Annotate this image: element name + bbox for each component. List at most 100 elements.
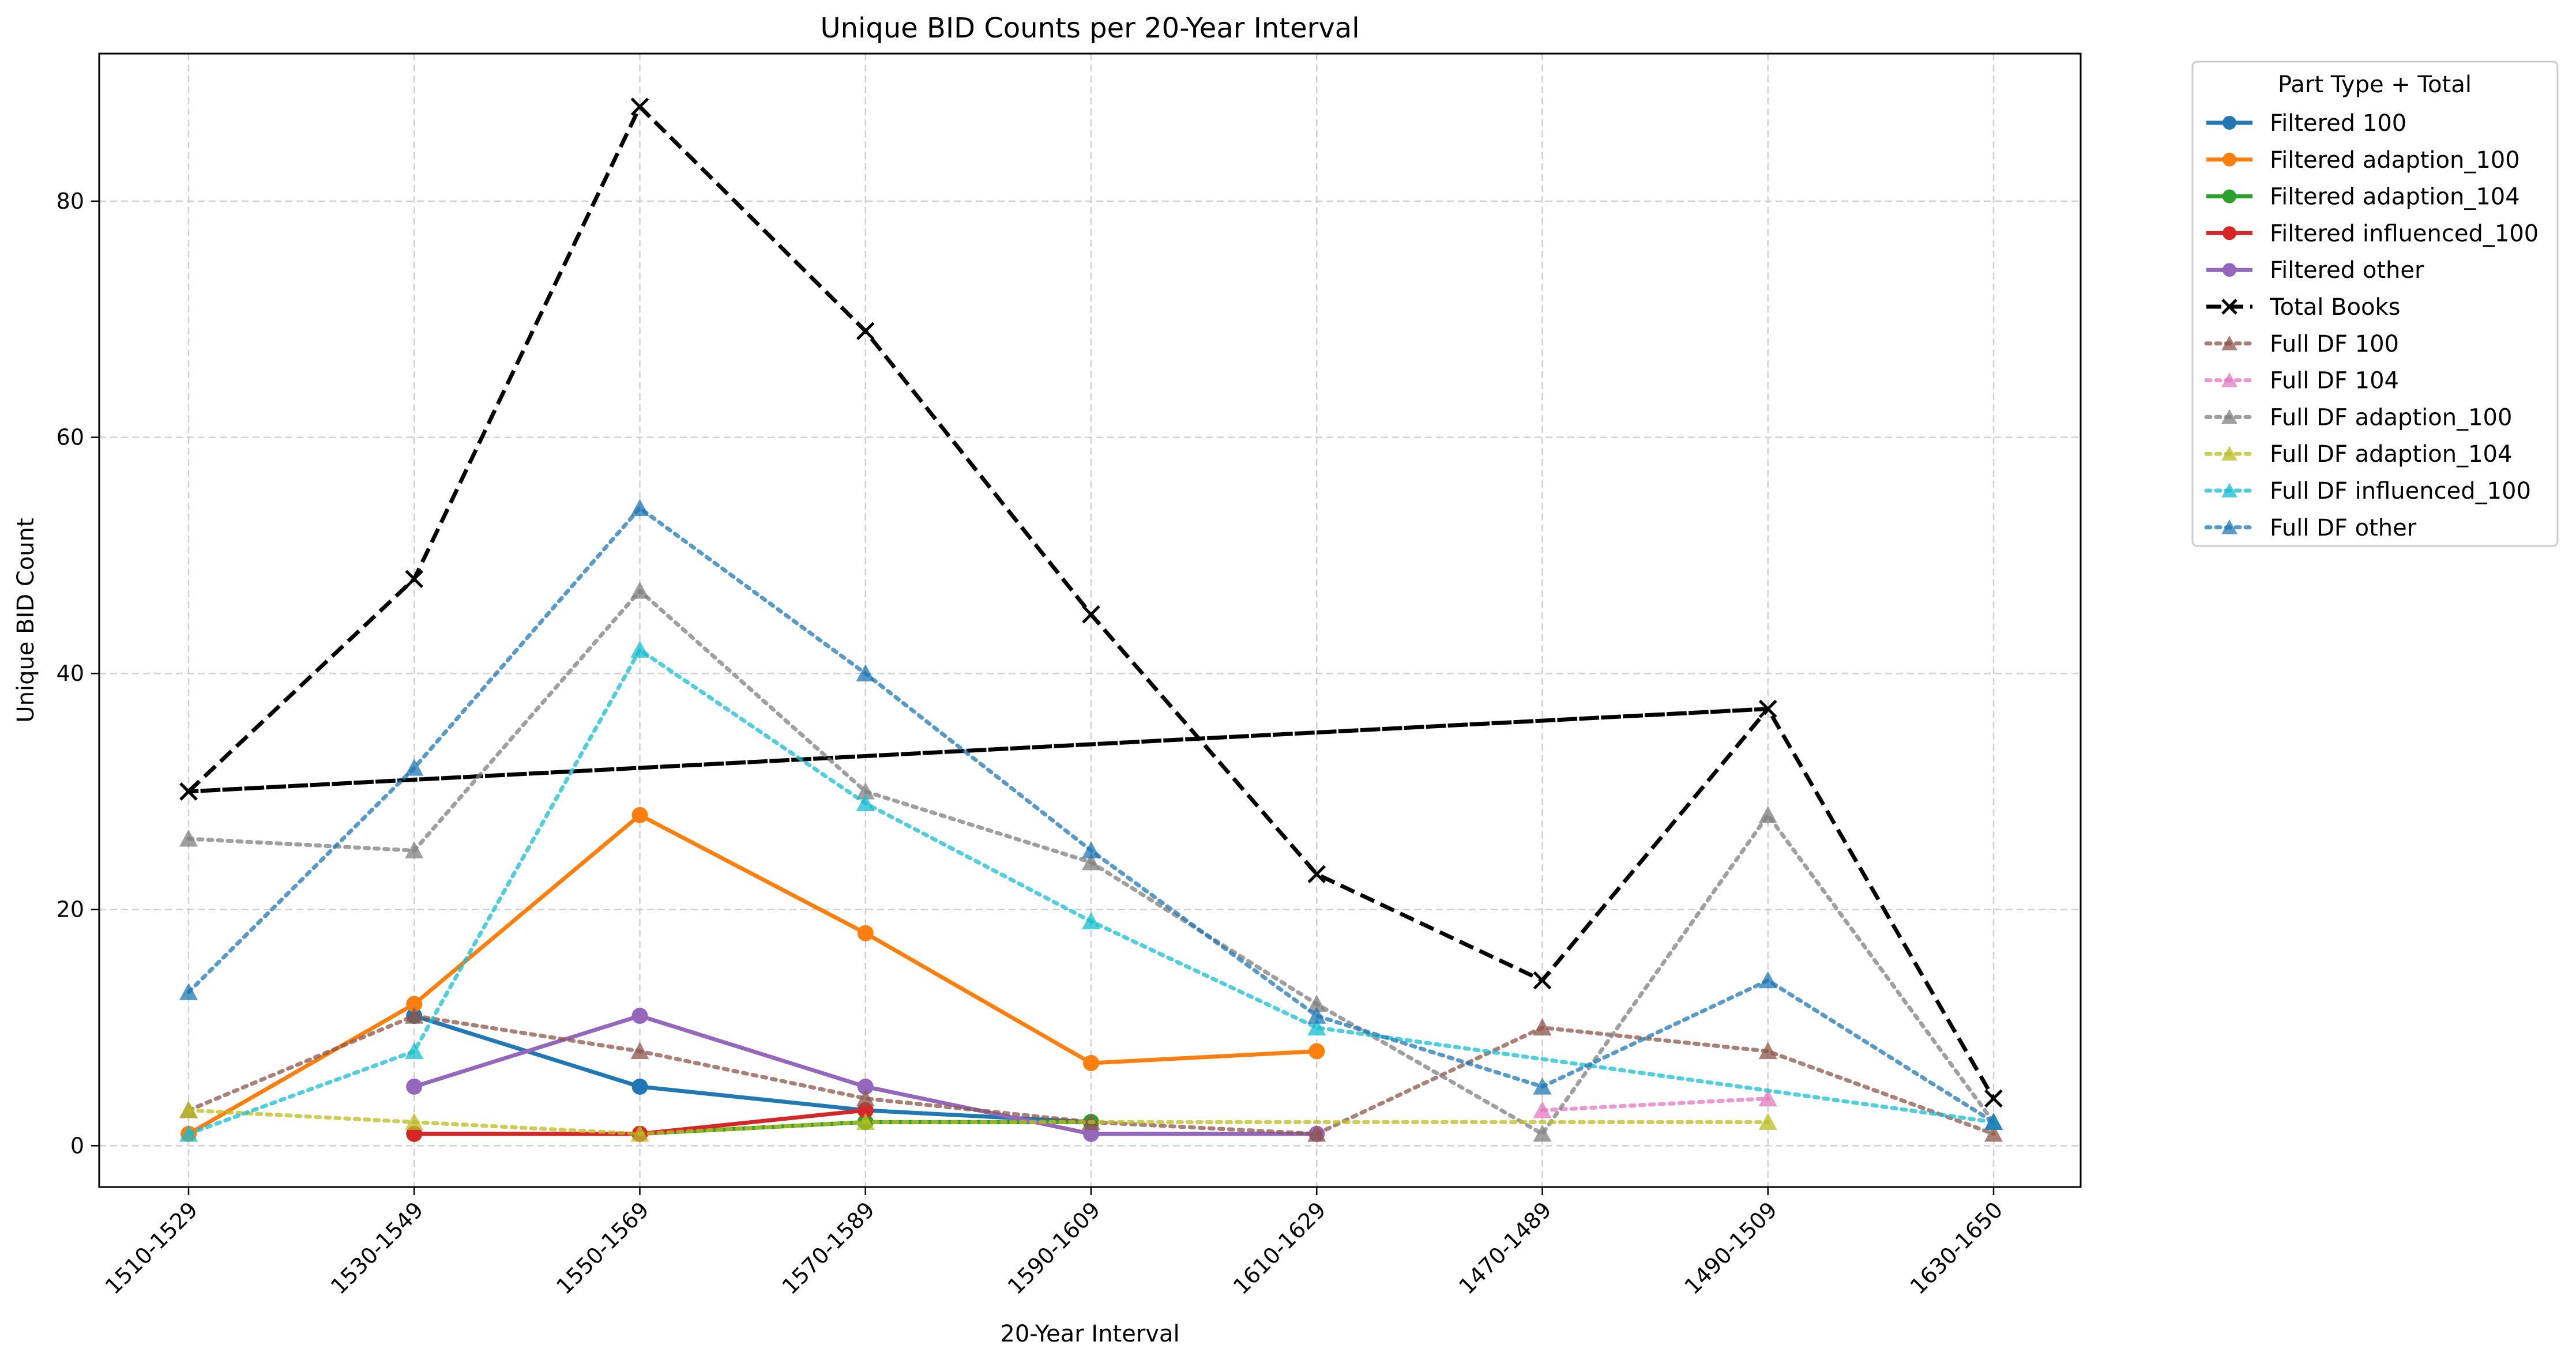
y-tick-label: 60 — [57, 425, 84, 450]
series-line-total-books — [186, 104, 1996, 1100]
data-point-full-df-100 — [1758, 1042, 1777, 1060]
data-point-full-df-influenced-100 — [1081, 912, 1101, 929]
legend-label-filtered-influenced-100: Filtered influenced_100 — [2270, 220, 2539, 247]
data-point-filtered-other — [857, 1078, 874, 1095]
legend-title: Part Type + Total — [2278, 71, 2472, 98]
data-point-full-df-adaption-100 — [1758, 805, 1777, 823]
series-full-df-influenced-100 — [179, 640, 2003, 1142]
data-point-full-df-influenced-100 — [179, 1124, 198, 1142]
data-point-full-df-other — [179, 982, 198, 1000]
series-total-books — [179, 97, 2003, 1108]
series-full-df-other — [179, 499, 2003, 1131]
data-point-full-df-adaption-104 — [405, 1113, 424, 1131]
series-full-df-104 — [1533, 1089, 1777, 1118]
data-point-full-df-adaption-100 — [856, 782, 875, 800]
data-point-full-df-104 — [1533, 1101, 1552, 1118]
series-layer — [179, 97, 2003, 1142]
data-point-total-books — [1533, 971, 1552, 990]
legend-label-filtered-other: Filtered other — [2270, 257, 2424, 284]
data-point-full-df-adaption-104 — [630, 1124, 649, 1142]
data-point-full-df-other — [630, 499, 649, 517]
legend-marker-full-df-other — [2221, 519, 2237, 534]
data-point-full-df-adaption-104 — [1758, 1113, 1777, 1131]
data-point-total-books — [1082, 605, 1100, 624]
data-point-full-df-other — [1533, 1077, 1552, 1095]
data-point-filtered-adaption-100 — [1083, 1054, 1099, 1071]
data-point-total-books — [179, 782, 198, 801]
data-point-total-books — [1984, 1089, 2003, 1108]
legend-marker-filtered-other — [2222, 263, 2236, 277]
chart-title: Unique BID Counts per 20-Year Interval — [820, 12, 1359, 44]
y-axis-title: Unique BID Count — [13, 518, 39, 722]
data-point-full-df-influenced-100 — [856, 794, 875, 812]
y-tick-label: 20 — [57, 897, 84, 922]
data-point-full-df-other — [1081, 841, 1101, 859]
data-point-full-df-adaption-100 — [1081, 853, 1101, 871]
data-point-full-df-adaption-100 — [1533, 1124, 1552, 1142]
data-point-total-books — [856, 322, 875, 341]
legend: Part Type + Total Filtered 100 Filtered a… — [2191, 61, 2559, 547]
data-point-filtered-adaption-100 — [1308, 1043, 1325, 1060]
legend-marker-filtered-influenced-100 — [2222, 226, 2236, 240]
data-point-filtered-100 — [631, 1078, 648, 1095]
data-point-total-books — [1758, 699, 1777, 718]
data-point-full-df-100 — [1984, 1124, 2003, 1142]
data-point-filtered-adaption-100 — [631, 807, 648, 823]
data-point-filtered-other — [631, 1008, 648, 1024]
data-point-full-df-100 — [1533, 1018, 1552, 1036]
data-point-full-df-100 — [630, 1042, 649, 1060]
data-point-full-df-other — [1984, 1113, 2003, 1131]
y-tick-label: 40 — [57, 661, 84, 686]
data-point-full-df-100 — [405, 1006, 424, 1024]
data-point-filtered-adaption-100 — [406, 996, 423, 1012]
y-tick-label: 0 — [70, 1133, 84, 1158]
y-tick-label: 80 — [57, 189, 84, 214]
data-point-full-df-adaption-100 — [1307, 994, 1326, 1012]
legend-marker-filtered-adaption-100 — [2222, 152, 2236, 167]
data-point-full-df-influenced-100 — [630, 640, 649, 658]
data-point-filtered-adaption-100 — [857, 925, 874, 941]
data-point-full-df-other — [1307, 1006, 1326, 1024]
plot-frame — [98, 52, 2082, 1188]
legend-marker-total-books — [2221, 299, 2237, 315]
data-point-full-df-other — [856, 664, 875, 681]
legend-marker-full-df-104 — [2221, 372, 2237, 387]
legend-marker-filtered-100 — [2222, 116, 2236, 130]
data-point-full-df-influenced-100 — [1307, 1018, 1326, 1036]
legend-label-total-books: Total Books — [2269, 294, 2401, 321]
data-point-full-df-adaption-100 — [405, 841, 424, 859]
legend-label-full-df-100: Full DF 100 — [2270, 331, 2399, 357]
data-point-full-df-100 — [856, 1089, 875, 1107]
legend-label-full-df-104: Full DF 104 — [2270, 368, 2399, 394]
legend-label-full-df-other: Full DF other — [2270, 515, 2417, 541]
data-point-total-books — [405, 570, 424, 589]
data-point-full-df-100 — [1307, 1124, 1326, 1142]
legend-box — [2191, 61, 2559, 547]
series-line-filtered-adaption-100 — [187, 813, 1317, 1136]
data-point-full-df-other — [405, 758, 424, 776]
x-axis-title: 20-Year Interval — [1000, 1321, 1179, 1347]
legend-marker-full-df-adaption-100 — [2221, 409, 2237, 424]
legend-label-full-df-adaption-104: Full DF adaption_104 — [2270, 441, 2512, 468]
series-line-full-df-104 — [1540, 1096, 1770, 1113]
legend-label-full-df-influenced-100: Full DF influenced_100 — [2270, 478, 2531, 504]
legend-marker-filtered-adaption-104 — [2222, 189, 2236, 204]
data-point-full-df-adaption-100 — [630, 581, 649, 599]
data-point-full-df-adaption-100 — [179, 829, 198, 847]
legend-marker-full-df-100 — [2221, 336, 2237, 351]
legend-label-filtered-adaption-100: Filtered adaption_100 — [2270, 147, 2520, 174]
data-point-total-books — [1307, 865, 1326, 884]
data-point-total-books — [630, 97, 649, 116]
data-point-full-df-adaption-104 — [856, 1113, 875, 1131]
legend-marker-full-df-adaption-104 — [2221, 446, 2237, 461]
legend-label-filtered-100: Filtered 100 — [2270, 110, 2406, 137]
legend-label-filtered-adaption-104: Filtered adaption_104 — [2270, 184, 2520, 210]
data-point-filtered-other — [406, 1078, 423, 1095]
legend-label-full-df-adaption-100: Full DF adaption_100 — [2270, 404, 2512, 431]
data-point-full-df-adaption-104 — [179, 1101, 198, 1118]
legend-marker-full-df-influenced-100 — [2221, 483, 2237, 498]
data-point-full-df-104 — [1758, 1089, 1777, 1107]
series-full-df-adaption-104 — [179, 1101, 1777, 1142]
